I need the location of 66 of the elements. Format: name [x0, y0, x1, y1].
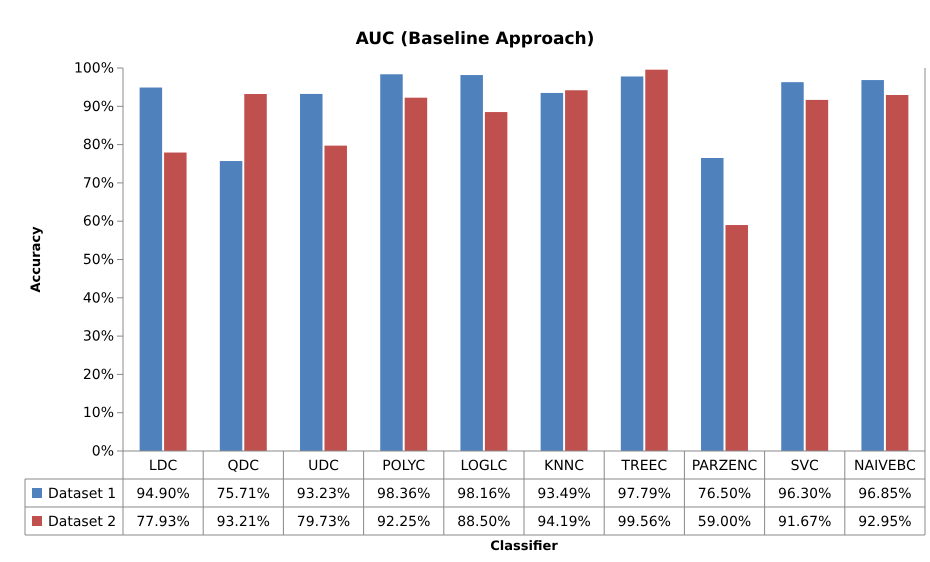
- bar: [244, 94, 267, 451]
- chart-title: AUC (Baseline Approach): [356, 29, 594, 49]
- bar: [725, 225, 748, 451]
- x-tick-label: UDC: [308, 458, 340, 474]
- data-label: 97.79%: [618, 486, 671, 502]
- bar: [220, 161, 242, 451]
- y-tick-label: 10%: [82, 405, 114, 422]
- data-label: 59.00%: [698, 514, 752, 530]
- data-label: 88.50%: [457, 514, 511, 530]
- y-tick-label: 100%: [74, 60, 114, 76]
- y-tick-label: 50%: [82, 252, 114, 268]
- bar: [164, 152, 187, 451]
- bar: [380, 74, 403, 451]
- bar: [460, 75, 483, 451]
- data-label: 76.50%: [698, 486, 752, 502]
- data-label: 92.95%: [858, 514, 912, 530]
- x-tick-label: PARZENC: [692, 458, 758, 474]
- x-tick-label: NAIVEBC: [854, 458, 916, 474]
- bar: [565, 90, 588, 451]
- y-tick-label: 20%: [82, 366, 114, 383]
- legend-label: Dataset 2: [48, 514, 116, 530]
- data-label: 75.71%: [216, 486, 270, 502]
- bar: [886, 95, 908, 451]
- x-tick-label: LDC: [148, 458, 178, 474]
- bar: [806, 100, 828, 451]
- x-axis-title: Classifier: [490, 539, 558, 554]
- bar: [645, 70, 668, 451]
- data-label: 94.19%: [537, 514, 591, 530]
- x-tick-label: KNNC: [544, 458, 584, 474]
- x-tick-label: SVC: [790, 458, 820, 474]
- y-tick-label: 80%: [82, 137, 114, 154]
- y-tick-label: 0%: [92, 443, 114, 460]
- data-label: 93.23%: [296, 486, 350, 502]
- y-axis-title: Accuracy: [29, 226, 44, 293]
- bar: [484, 112, 508, 451]
- y-tick-label: 30%: [82, 328, 114, 345]
- data-label: 92.25%: [377, 514, 430, 530]
- data-label: 98.36%: [377, 486, 430, 502]
- data-label: 93.49%: [537, 486, 591, 502]
- bar: [140, 88, 162, 451]
- bar: [540, 92, 564, 451]
- bar: [701, 158, 724, 451]
- bar: [861, 80, 884, 451]
- x-tick-label: QDC: [228, 458, 260, 474]
- y-tick-label: 40%: [82, 290, 114, 306]
- x-tick-label: LOGLC: [460, 458, 508, 474]
- data-label: 94.90%: [136, 486, 190, 502]
- data-label: 99.56%: [618, 514, 671, 530]
- data-label: 96.85%: [858, 486, 912, 502]
- y-tick-label: 70%: [82, 175, 114, 192]
- data-label: 91.67%: [778, 514, 832, 530]
- bar: [324, 146, 347, 451]
- x-tick-label: TREEC: [620, 458, 668, 474]
- bar: [300, 94, 323, 451]
- legend-label: Dataset 1: [48, 486, 116, 502]
- x-tick-label: POLYC: [382, 458, 426, 474]
- bar: [404, 98, 428, 451]
- y-tick-label: 60%: [82, 214, 114, 230]
- data-label: 93.21%: [216, 514, 270, 530]
- bar: [781, 82, 804, 451]
- bar: [620, 76, 644, 451]
- data-label: 77.93%: [136, 514, 190, 530]
- y-tick-label: 90%: [82, 98, 114, 115]
- data-label: 96.30%: [778, 486, 832, 502]
- data-label: 79.73%: [296, 514, 350, 530]
- data-label: 98.16%: [457, 486, 511, 502]
